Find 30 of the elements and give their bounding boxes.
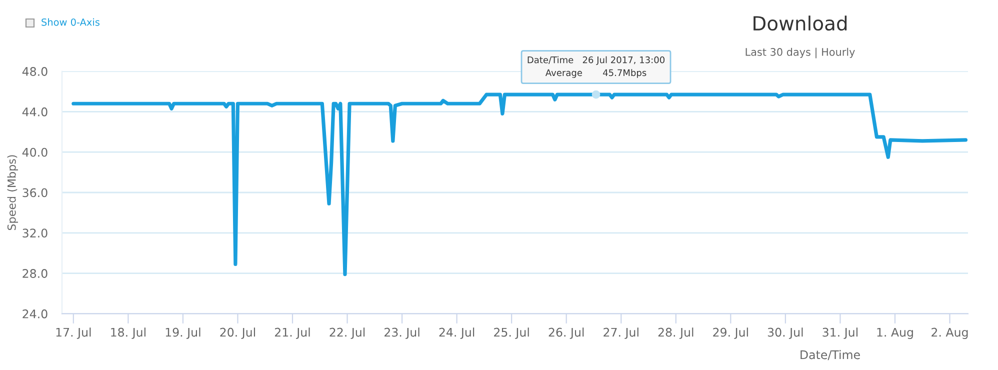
x-tick-label: 23. Jul [384, 328, 420, 339]
x-axis-title: Date/Time [800, 350, 860, 360]
x-tick-label: 27. Jul [604, 328, 638, 339]
chart-subtitle: Last 30 days | Hourly [746, 48, 855, 58]
x-tick-label: 22. Jul [330, 328, 365, 339]
x-tick-label: 24. Jul [439, 328, 474, 339]
x-tick-label: 28. Jul [658, 328, 694, 339]
x-tick-label: 20. Jul [220, 328, 255, 339]
y-tick-label: 40.0 [22, 148, 48, 157]
x-tick-label: 31. Jul [822, 328, 858, 339]
y-tick-label: 48.0 [22, 67, 48, 76]
y-axis-title: Speed (Mbps) [7, 155, 18, 230]
x-tick-label: 25. Jul [494, 328, 529, 339]
y-tick-label: 36.0 [22, 188, 48, 198]
y-tick-label: 28.0 [22, 269, 48, 278]
x-tick-label: 17. Jul [56, 328, 91, 339]
x-tick-label: 2. Aug [932, 328, 968, 340]
x-tick-label: 26. Jul [548, 328, 584, 339]
text: Show 0-Axis [42, 18, 100, 26]
y-tick-label: 32.0 [22, 228, 48, 238]
x-tick-label: 21. Jul [274, 328, 310, 339]
y-tick-label: 24.0 [22, 309, 48, 318]
annotation: Date/Time 26 Jul 2017, 13:00 Average 45.7Mbps [528, 56, 664, 78]
x-tick-label: 18. Jul [111, 328, 146, 339]
x-tick-label: 29. Jul [713, 328, 748, 339]
chart-title: Download [754, 16, 847, 31]
y-tick-label: 44.0 [22, 107, 48, 116]
x-tick-label: 30. Jul [768, 328, 803, 339]
x-tick-label: 1. Aug [877, 328, 913, 340]
x-tick-label: 19. Jul [166, 328, 200, 339]
